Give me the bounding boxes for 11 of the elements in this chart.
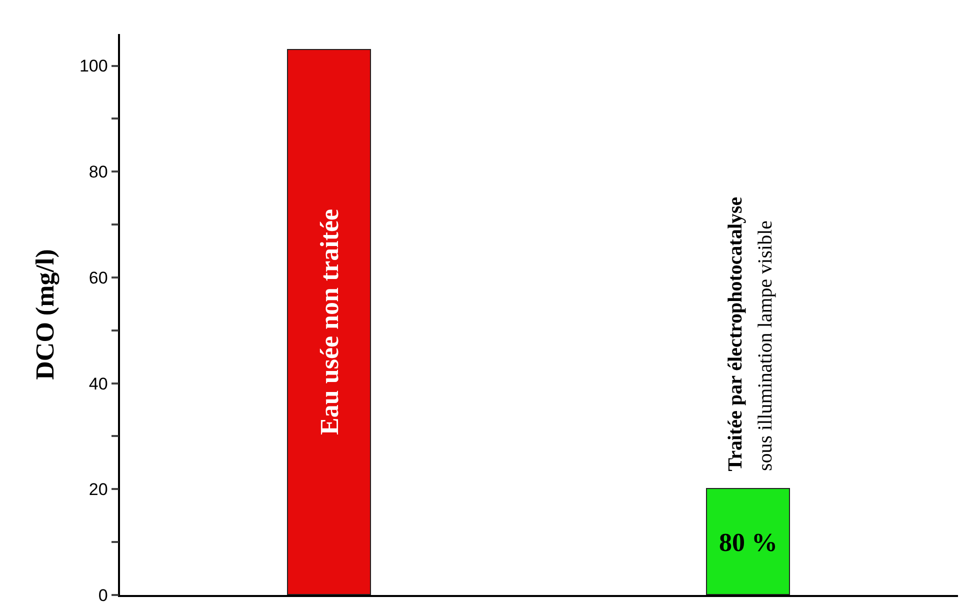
y-tick-label: 0	[98, 586, 108, 605]
y-tick-label: 60	[88, 268, 108, 288]
y-tick-label: 100	[79, 56, 108, 76]
y-tick-label: 20	[88, 480, 108, 500]
y-tick-label: 80	[88, 162, 108, 182]
y-tick-label: 40	[88, 374, 108, 394]
annotation: sous illumination lampe visible	[754, 220, 776, 472]
annotation: Eau usée non traitée	[315, 208, 344, 435]
y-axis-title: DCO (mg/l)	[30, 249, 60, 380]
annotation: Traitée par électrophotocatalyse	[724, 196, 747, 472]
annotation: 80 %	[719, 528, 778, 557]
